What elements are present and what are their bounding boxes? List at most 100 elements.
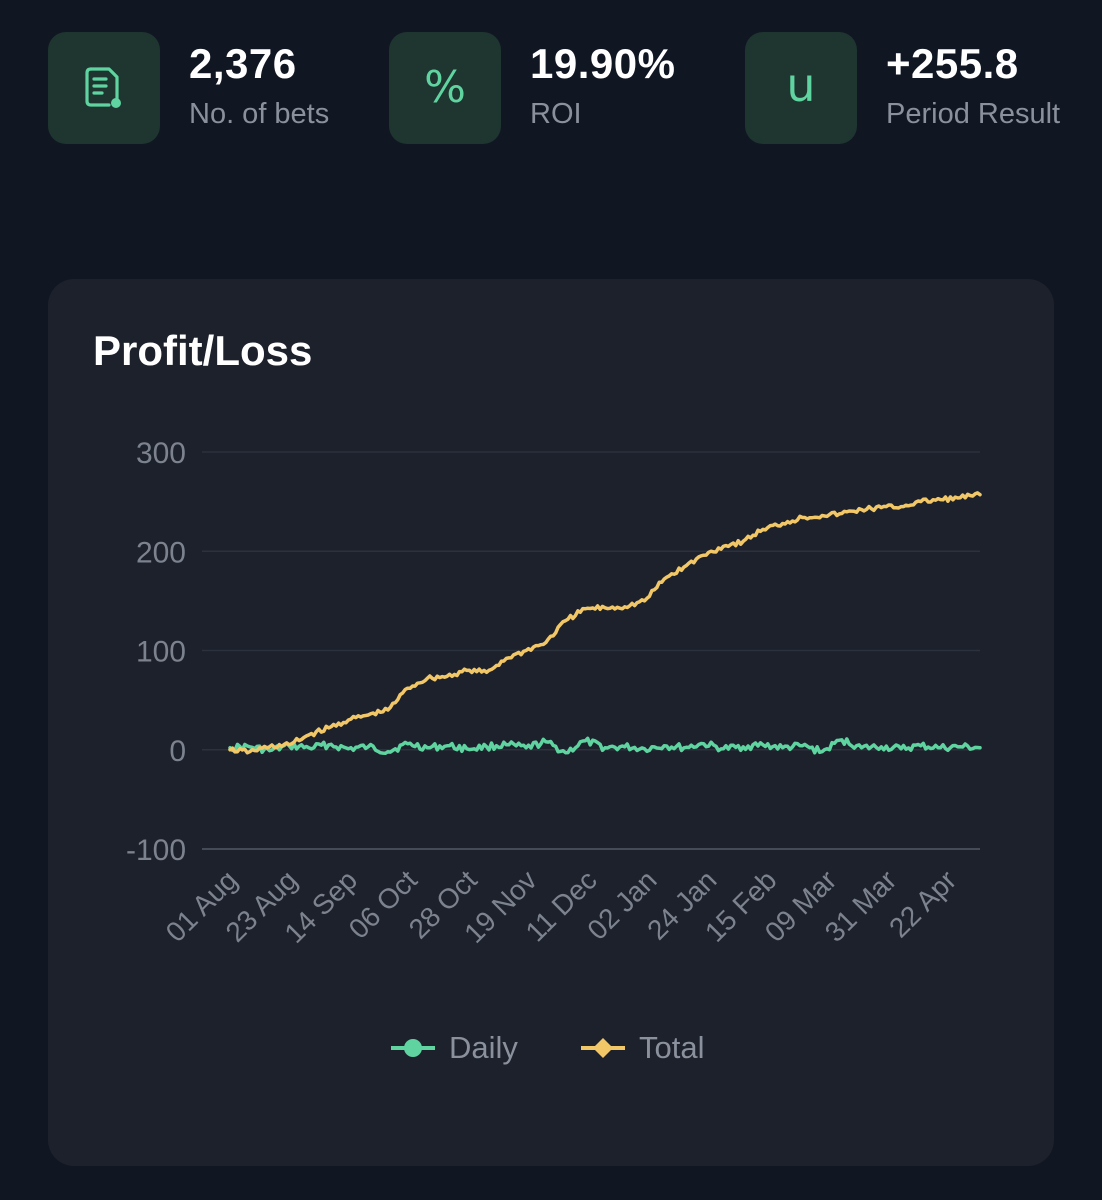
data-point-total bbox=[702, 554, 705, 557]
data-point-total bbox=[899, 505, 903, 508]
y-tick-label: 300 bbox=[136, 437, 186, 470]
chart-title: Profit/Loss bbox=[93, 327, 313, 374]
bets-count-label: No. of bets bbox=[189, 98, 330, 130]
bets-icon-box bbox=[48, 32, 160, 144]
data-point-total bbox=[248, 750, 251, 753]
data-point-daily bbox=[406, 742, 409, 745]
data-point-total bbox=[465, 669, 469, 672]
series-line-daily bbox=[228, 736, 982, 756]
period-icon-box: u bbox=[745, 32, 857, 144]
data-point-daily bbox=[643, 747, 646, 750]
data-point-daily bbox=[485, 745, 488, 748]
data-point-total bbox=[445, 675, 449, 678]
data-point-total bbox=[919, 500, 922, 503]
data-point-total bbox=[485, 671, 488, 674]
percent-icon: % bbox=[424, 62, 466, 113]
data-point-daily bbox=[524, 746, 528, 749]
data-point-daily bbox=[959, 745, 962, 748]
period-result-value: +255.8 bbox=[886, 40, 1019, 87]
data-point-daily bbox=[722, 747, 725, 750]
data-point-total bbox=[366, 713, 370, 717]
roi-label: ROI bbox=[530, 98, 582, 130]
data-point-daily bbox=[564, 751, 567, 754]
data-point-total bbox=[682, 565, 686, 569]
data-point-total bbox=[584, 607, 587, 611]
data-point-total bbox=[722, 545, 725, 548]
data-point-total bbox=[623, 605, 626, 609]
data-point-daily bbox=[840, 738, 844, 742]
data-point-daily bbox=[880, 745, 883, 748]
data-point-daily bbox=[801, 744, 804, 747]
data-point-daily bbox=[505, 743, 508, 746]
data-point-total bbox=[228, 748, 232, 751]
data-point-daily bbox=[741, 745, 745, 748]
period-result-label: Period Result bbox=[886, 98, 1061, 130]
data-point-daily bbox=[781, 746, 784, 749]
data-point-total bbox=[880, 506, 883, 509]
y-tick-label: 0 bbox=[169, 735, 186, 768]
data-point-total bbox=[860, 508, 863, 511]
roi-icon-box: % bbox=[389, 32, 501, 144]
data-point-total bbox=[386, 708, 390, 712]
y-tick-label: 100 bbox=[136, 636, 186, 669]
data-point-total bbox=[959, 496, 962, 499]
legend-item-total[interactable]: Total bbox=[579, 1026, 704, 1070]
data-point-daily bbox=[603, 746, 607, 749]
data-point-daily bbox=[268, 749, 271, 752]
y-tick-label: -100 bbox=[126, 834, 186, 867]
x-tick-label: 06 Oct bbox=[343, 864, 423, 944]
data-point-daily bbox=[623, 745, 626, 748]
data-point-total bbox=[268, 745, 271, 748]
data-point-daily bbox=[919, 744, 922, 747]
data-point-total bbox=[327, 726, 330, 730]
data-point-total bbox=[820, 514, 824, 517]
data-point-total bbox=[544, 641, 547, 644]
data-point-daily bbox=[682, 746, 686, 749]
data-point-total bbox=[307, 733, 311, 737]
data-point-total bbox=[406, 687, 409, 690]
bets-count-value: 2,376 bbox=[189, 40, 297, 87]
data-point-total bbox=[781, 522, 784, 525]
data-point-daily bbox=[860, 746, 863, 749]
data-point-daily bbox=[584, 739, 587, 743]
data-point-total bbox=[524, 649, 528, 652]
data-point-daily bbox=[386, 750, 390, 753]
data-point-total bbox=[801, 516, 804, 519]
data-point-total bbox=[603, 606, 607, 610]
data-point-total bbox=[939, 498, 942, 501]
data-point-daily bbox=[702, 742, 705, 745]
data-point-daily bbox=[544, 740, 547, 744]
units-icon: u bbox=[786, 58, 816, 112]
legend-item-daily[interactable]: Daily bbox=[389, 1026, 518, 1070]
data-point-total bbox=[505, 657, 508, 660]
data-point-daily bbox=[366, 745, 370, 748]
data-point-daily bbox=[820, 750, 824, 753]
data-point-daily bbox=[939, 746, 942, 749]
legend-total-label: Total bbox=[639, 1030, 705, 1065]
data-point-daily bbox=[307, 746, 311, 749]
receipt-icon bbox=[85, 67, 121, 108]
series-line-total bbox=[228, 491, 982, 755]
data-point-daily bbox=[978, 746, 982, 749]
legend-daily-label: Daily bbox=[449, 1030, 518, 1065]
data-point-daily bbox=[347, 747, 350, 750]
roi-value: 19.90% bbox=[530, 40, 676, 87]
data-point-daily bbox=[663, 744, 666, 747]
x-tick-label: 22 Apr bbox=[883, 864, 962, 943]
data-point-total bbox=[741, 540, 745, 543]
data-point-total bbox=[663, 577, 666, 581]
data-point-total bbox=[761, 528, 765, 531]
data-point-total bbox=[840, 512, 844, 515]
data-point-total bbox=[564, 619, 567, 622]
legend-daily-marker bbox=[391, 1039, 435, 1057]
data-point-daily bbox=[899, 747, 903, 750]
data-point-daily bbox=[445, 744, 449, 747]
data-point-daily bbox=[248, 745, 251, 748]
data-point-total bbox=[978, 493, 982, 496]
y-tick-label: 200 bbox=[136, 536, 186, 569]
data-point-daily bbox=[465, 747, 469, 750]
data-point-total bbox=[643, 599, 646, 603]
data-point-total bbox=[288, 743, 291, 746]
data-point-daily bbox=[761, 743, 765, 746]
